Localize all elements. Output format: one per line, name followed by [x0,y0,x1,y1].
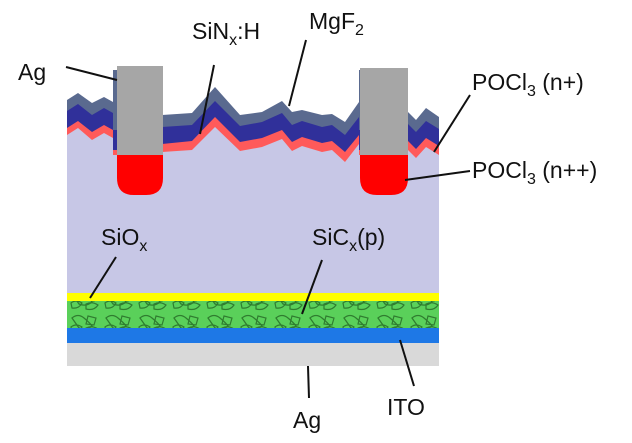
sicx-texture [67,301,439,328]
n-plusplus-region-left [117,155,163,195]
label-pocl3-n-plusplus: POCl3 (n++) [472,157,597,188]
rear-ag-layer [67,342,439,366]
label-siox: SiOx [101,224,147,255]
leader-sicx [301,259,323,315]
leader-sinx [199,64,215,135]
leader-ag-top [65,66,118,81]
n-plusplus-region-right [360,155,408,195]
siox-layer [67,293,439,301]
leader-siox [89,256,117,299]
label-ito: ITO [387,394,425,420]
label-sicx-p: SiCx(p) [312,224,385,255]
label-ag-top: Ag [18,59,46,85]
label-mgf2: MgF2 [309,8,364,39]
leader-ag-bottom [307,365,310,399]
front-contact-ag-right [360,68,408,156]
label-pocl3-n-plus: POCl3 (n+) [472,69,584,100]
label-sinx-h: SiNx:H [192,18,260,49]
leader-pocl3-n-plusplus [404,170,471,181]
leader-mgf2 [288,39,307,107]
leader-pocl3-n-plus [433,94,471,153]
leader-ito [399,339,415,387]
front-contact-ag-left [117,66,163,156]
ito-layer [67,327,439,343]
label-ag-bottom: Ag [293,407,321,433]
